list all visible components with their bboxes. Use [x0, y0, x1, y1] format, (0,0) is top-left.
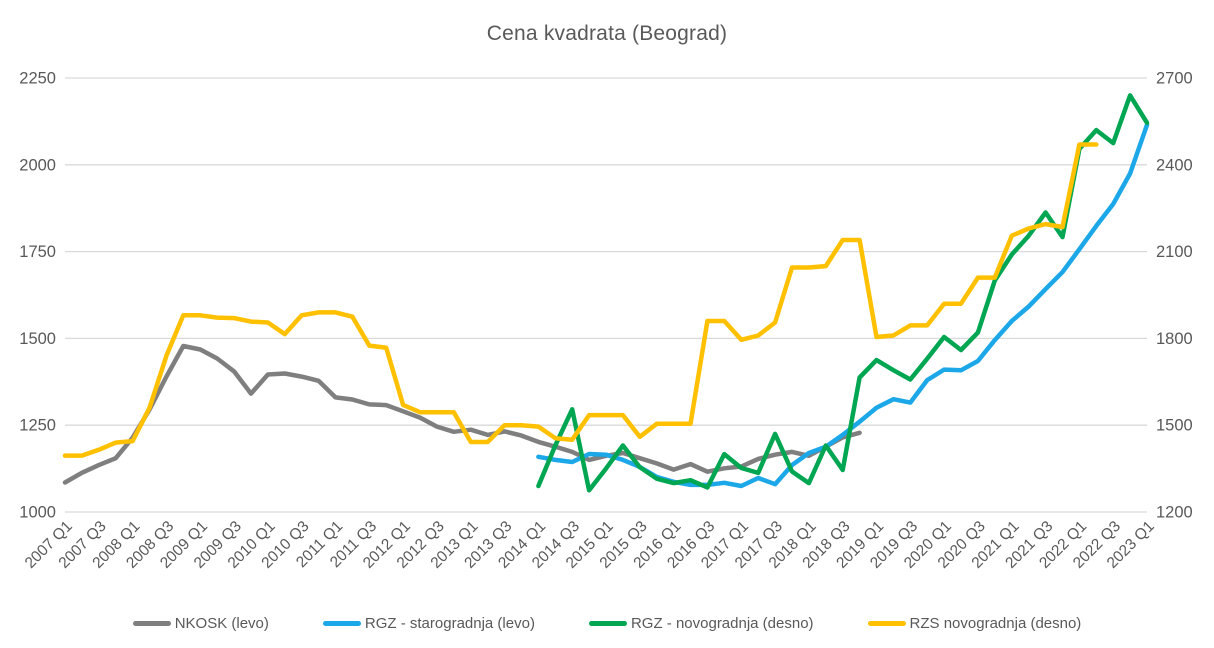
series-line-nkosk-levo [62, 343, 862, 485]
legend-label: NKOSK (levo) [174, 615, 269, 632]
y-axis-left-label: 2250 [19, 70, 56, 88]
legend-item-rgz-novogradnja-desno: RGZ - novogradnja (desno) [588, 615, 814, 632]
series-line-rzs-novogradnja-desno [62, 142, 1099, 458]
series-line-rgz-starogradnja-levo [536, 122, 1150, 489]
chart-legend: NKOSK (levo) RGZ - starogradnja (levo) RGZ… [0, 615, 1214, 632]
legend-label: RGZ - starogradnja (levo) [364, 615, 535, 632]
legend-line-swatch [322, 621, 361, 626]
y-axis-right-label: 1500 [1156, 417, 1193, 435]
y-axis-left-label: 1000 [19, 504, 56, 522]
y-axis-left-label: 1750 [19, 243, 56, 261]
y-axis-right-label: 2400 [1156, 156, 1193, 174]
legend-line-swatch [588, 621, 627, 626]
legend-label: RGZ - novogradnja (desno) [630, 615, 814, 632]
legend-item-rgz-starogradnja-levo: RGZ - starogradnja (levo) [322, 615, 535, 632]
y-axis-left-label: 1250 [19, 417, 56, 435]
legend-item-nkosk-levo: NKOSK (levo) [132, 615, 269, 632]
y-axis-right-label: 1200 [1156, 504, 1193, 522]
y-axis-right-label: 1800 [1156, 330, 1193, 348]
y-axis-left-label: 1500 [19, 330, 56, 348]
legend-label: RZS novogradnja (desno) [909, 615, 1082, 632]
legend-item-rzs-novogradnja-desno: RZS novogradnja (desno) [867, 615, 1082, 632]
y-axis-left-label: 2000 [19, 156, 56, 174]
y-axis-right-label: 2100 [1156, 243, 1193, 261]
legend-line-swatch [867, 621, 906, 626]
legend-line-swatch [132, 621, 171, 626]
chart-title: Cena kvadrata (Beograd) [486, 22, 728, 45]
y-axis-right-label: 2700 [1156, 70, 1193, 88]
series-line-rgz-novogradnja-desno [536, 93, 1150, 493]
